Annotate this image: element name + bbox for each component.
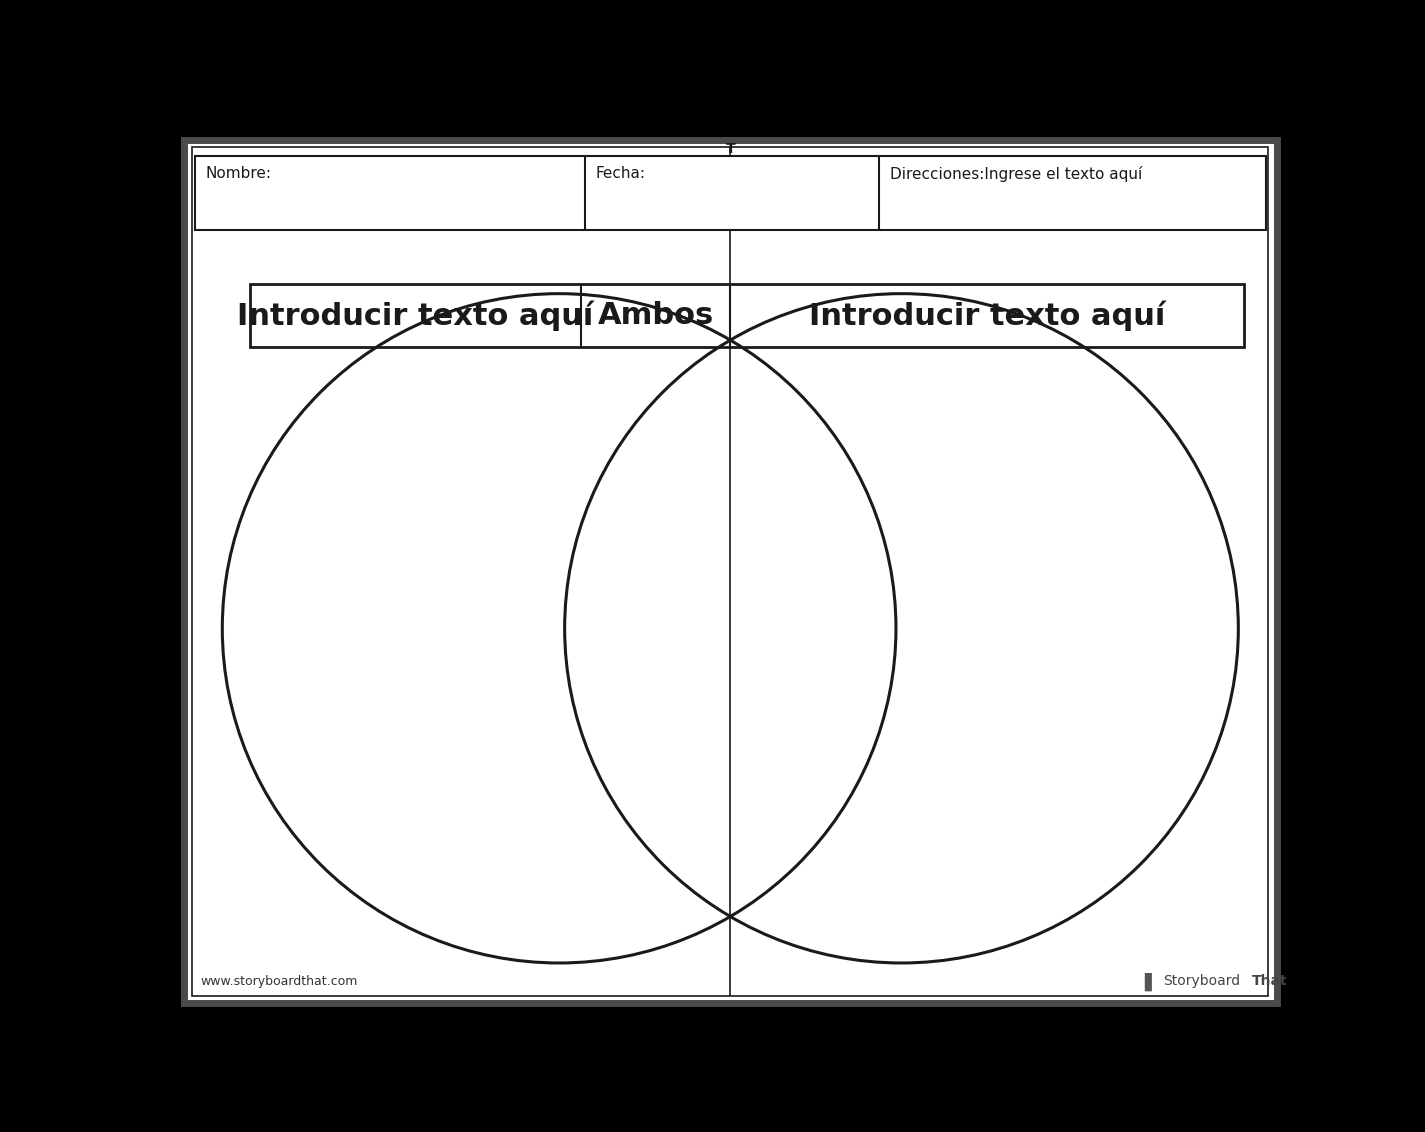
FancyBboxPatch shape <box>192 147 1268 996</box>
Text: Direcciones:Ingrese el texto aquí: Direcciones:Ingrese el texto aquí <box>891 166 1143 182</box>
Text: www.storyboardthat.com: www.storyboardthat.com <box>200 975 358 988</box>
FancyBboxPatch shape <box>195 156 1265 230</box>
Text: That: That <box>1251 975 1287 988</box>
Text: Storyboard: Storyboard <box>1163 975 1240 988</box>
Text: Introducir texto aquí: Introducir texto aquí <box>809 300 1166 331</box>
Text: T: T <box>725 142 735 156</box>
FancyBboxPatch shape <box>249 284 1244 346</box>
Text: ▌: ▌ <box>1144 972 1159 990</box>
Text: Introducir texto aquí: Introducir texto aquí <box>238 300 594 331</box>
Text: Fecha:: Fecha: <box>596 166 646 181</box>
Text: Nombre:: Nombre: <box>205 166 272 181</box>
Text: Ambos: Ambos <box>597 301 714 329</box>
FancyBboxPatch shape <box>184 140 1277 1003</box>
